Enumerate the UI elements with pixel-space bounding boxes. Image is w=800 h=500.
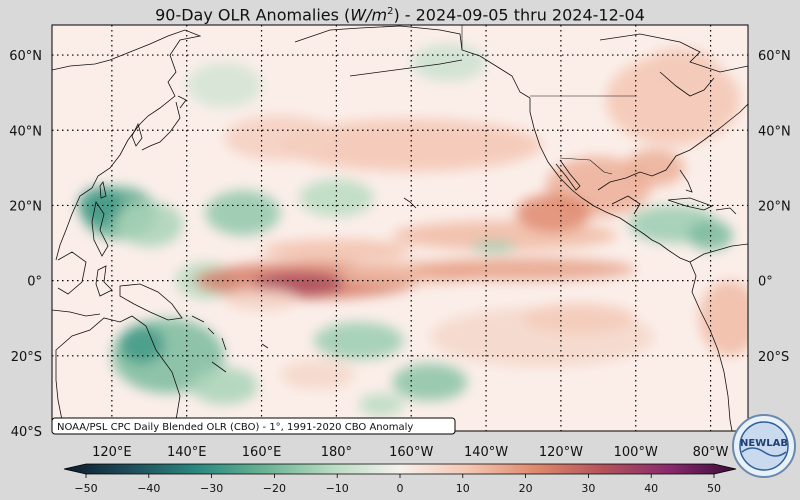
coast-solomons (191, 315, 215, 335)
noaa-psl-logo-icon: NEWLAB (732, 414, 796, 478)
coast-baja (555, 159, 581, 191)
coast-canada-north (599, 33, 748, 73)
logo-inner-ring (739, 421, 789, 471)
colorbar-bar (63, 463, 737, 475)
title-suffix: ) - 2024-09-05 thru 2024-12-04 (393, 5, 645, 25)
title-unit-exp: 2 (387, 6, 394, 17)
border-us-mexico (559, 157, 613, 175)
colorbar-ticks: −50 −40 −30 −20 −10 0 10 20 30 40 50 (74, 474, 721, 495)
colorbar-tick-label-5: 0 (397, 482, 404, 495)
coast-alaska (294, 25, 531, 99)
graticule (52, 25, 748, 431)
lat-label-left-2: 20°N (9, 199, 42, 214)
lon-label-5: 140°W (464, 445, 508, 460)
map-title: 90-Day OLR Anomalies (W/m2) - 2024-09-05… (0, 0, 800, 24)
title-unit-base: W/m (350, 5, 388, 25)
lat-label-right-0: 60°N (758, 49, 791, 64)
anomaly-region-25 (313, 321, 404, 360)
coast-hispaniola (715, 207, 737, 215)
coast-japan (141, 101, 181, 151)
lon-label-6: 120°W (539, 445, 583, 460)
credit-box: NOAA/PSL CPC Daily Blended OLR (CBO) - 1… (51, 417, 456, 435)
coast-taiwan (99, 181, 107, 199)
coast-florida (679, 169, 693, 193)
colorbar-tick-label-10: 50 (707, 482, 721, 495)
anomaly-region-34 (224, 288, 299, 311)
credit-text: NOAA/PSL CPC Daily Blended OLR (CBO) - 1… (57, 422, 413, 433)
coast-new-guinea (119, 283, 183, 321)
coast-korea (131, 122, 143, 147)
anomaly-region-23 (119, 325, 165, 364)
lat-label-left-5: 40°S (11, 425, 42, 440)
lat-label-right-2: 20°N (758, 199, 791, 214)
coast-hawaii (403, 197, 417, 209)
anomaly-region-28 (280, 359, 356, 390)
lon-label-0: 120°E (92, 445, 132, 460)
lon-label-1: 140°E (167, 445, 207, 460)
coast-asia (52, 29, 202, 261)
coast-na-west (529, 98, 661, 245)
coast-vanuatu (221, 337, 227, 351)
lat-labels-right: 60°N40°N20°N0°20°S40°S (758, 49, 791, 440)
lat-label-right-4: 20°S (758, 350, 789, 365)
anomaly-region-14 (224, 115, 337, 161)
lat-labels-left: 60°N 40°N 20°N 0° 20°S 40°S (9, 49, 42, 440)
lon-labels: 120°E 140°E 160°E 180° 160°W 140°W 120°W 100°W 8… (92, 445, 729, 460)
coast-fiji (261, 343, 269, 349)
anomaly-region-27 (358, 393, 404, 416)
coast-south-america (689, 261, 733, 431)
lon-label-2: 160°E (242, 445, 282, 460)
lat-label-left-4: 20°S (11, 350, 42, 365)
coast-central-america (659, 243, 748, 263)
credit-box-bg (51, 417, 456, 435)
coast-hokkaido (177, 95, 187, 109)
anomaly-region-12 (471, 241, 516, 253)
lat-label-left-3: 0° (27, 275, 42, 290)
colorbar: −50 −40 −30 −20 −10 0 10 20 30 40 50 (63, 463, 737, 495)
coastlines (52, 25, 748, 431)
anomaly-region-21 (699, 280, 748, 356)
lat-label-right-3: 0° (758, 275, 773, 290)
logo-wave (741, 447, 787, 457)
colorbar-tick-label-3: −20 (263, 482, 286, 495)
anomaly-region-31 (186, 62, 262, 108)
colorbar-tick-label-7: 20 (519, 482, 533, 495)
lon-label-3: 180° (321, 445, 352, 460)
colorbar-tick-label-6: 10 (456, 482, 470, 495)
logo-text: NEWLAB (740, 438, 788, 449)
lon-label-8: 80°W (693, 445, 729, 460)
coast-java (52, 309, 101, 317)
colorbar-tick-label-4: −10 (326, 482, 349, 495)
coast-philippines (91, 200, 109, 257)
anomaly-region-16 (516, 194, 591, 232)
colorbar-tick-label-0: −50 (74, 482, 97, 495)
anomaly-region-9 (411, 258, 636, 281)
lat-label-left-0: 60°N (9, 49, 42, 64)
anomaly-region-24 (190, 367, 258, 405)
lat-label-left-1: 40°N (9, 124, 42, 139)
anomaly-region-30 (523, 303, 636, 334)
anomaly-region-2 (115, 201, 183, 247)
coast-yucatan (611, 195, 641, 215)
anomaly-region-4 (298, 179, 374, 217)
coast-borneo (57, 251, 87, 295)
coast-new-caledonia (211, 361, 227, 373)
coast-hudson (659, 71, 715, 97)
anomaly-region-3 (205, 190, 281, 236)
anomaly-region-33 (643, 47, 719, 93)
lon-label-7: 100°W (614, 445, 658, 460)
anomaly-region-17 (624, 149, 685, 187)
anomaly-region-26 (392, 363, 468, 401)
title-prefix: 90-Day OLR Anomalies ( (155, 5, 351, 25)
coast-aleutians (349, 59, 463, 77)
colorbar-tick-label-8: 30 (581, 482, 595, 495)
colorbar-tick-label-2: −30 (200, 482, 223, 495)
colorbar-tick-label-9: 40 (644, 482, 658, 495)
lat-label-right-1: 40°N (758, 124, 791, 139)
lon-label-4: 160°W (389, 445, 433, 460)
coast-gulf (597, 103, 748, 191)
colorbar-tick-label-1: −40 (137, 482, 160, 495)
